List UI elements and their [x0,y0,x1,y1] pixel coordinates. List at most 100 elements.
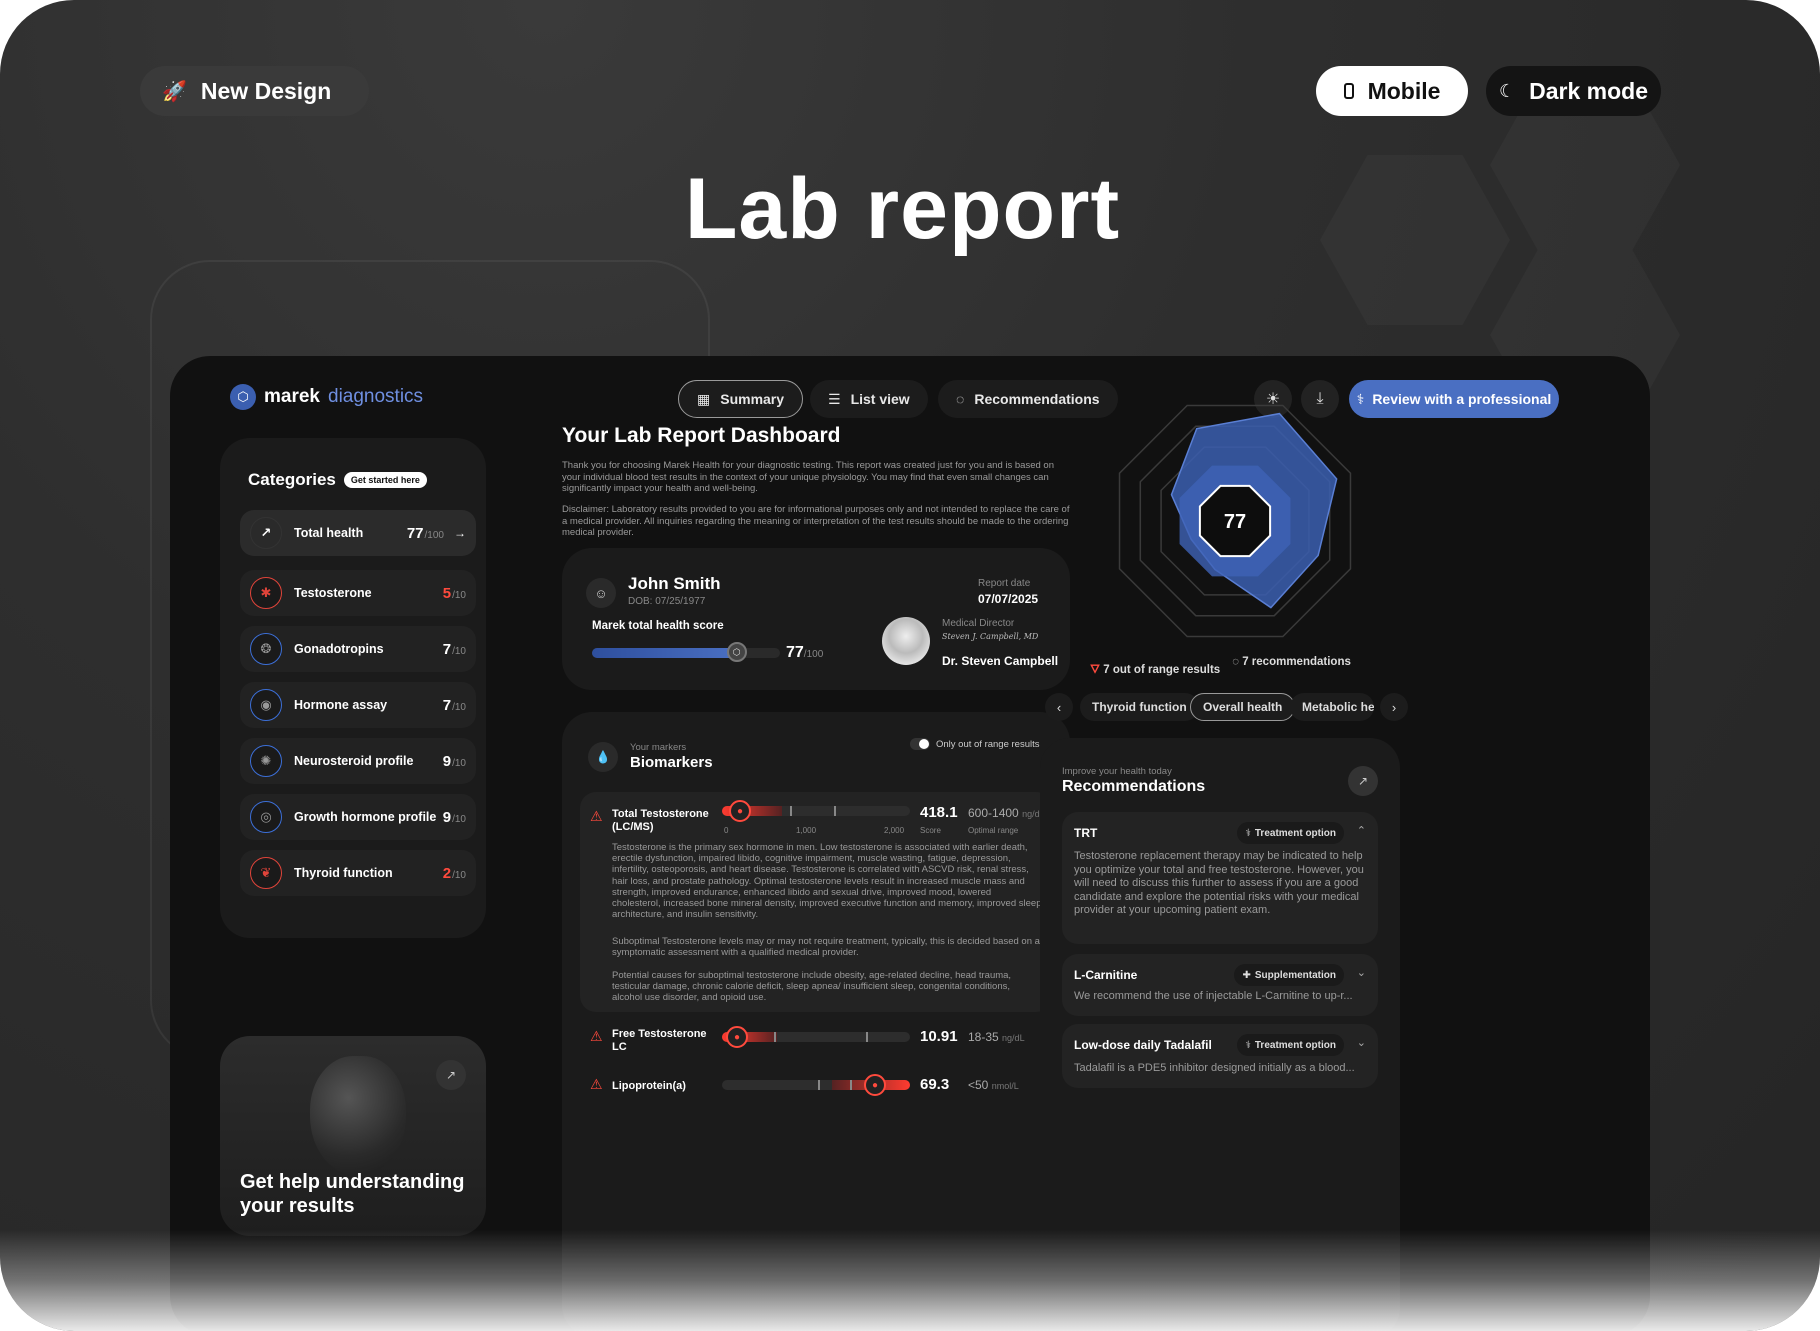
category-item-neurosteroid[interactable]: ✺ Neurosteroid profile 9/10 [240,738,476,784]
recommendations-title: Recommendations [1062,778,1206,795]
recommendation-text: Tadalafil is a PDE5 inhibitor designed i… [1074,1062,1355,1074]
tab-list-view[interactable]: ☰ List view [810,380,928,418]
dashboard-title: Your Lab Report Dashboard [562,424,841,447]
new-design-badge[interactable]: 🚀 New Design [140,66,370,116]
phone-icon [1343,83,1354,99]
marker-value: 418.1 [920,804,958,821]
category-score: 9/10 [442,752,466,770]
rocket-icon: 🚀 [162,80,187,103]
logo[interactable]: ⬡ marek diagnostics [230,384,423,410]
chips-prev-button[interactable]: ‹ [1045,693,1073,721]
stethoscope-icon: ⚕ [1245,827,1251,839]
category-name: Gonadotropins [294,642,384,656]
help-card[interactable]: ↗ Get help understanding your results [220,1036,486,1236]
chevron-up-icon[interactable]: ⌃ [1356,825,1366,837]
chips-next-button[interactable]: › [1380,693,1408,721]
drop-icon: 💧 [588,742,618,772]
arrow-up-right-icon[interactable]: ↗ [436,1060,466,1090]
marker-value: 10.91 [920,1028,958,1045]
review-button[interactable]: ⚕ Review with a professional [1349,380,1559,418]
category-score: 7/10 [442,696,466,714]
chevron-down-icon[interactable]: ⌄ [1356,1037,1366,1049]
marker-description: Testosterone is the primary sex hormone … [612,842,1042,921]
recommendation-l-carnitine[interactable]: L-Carnitine ✚ Supplementation ⌄ We recomm… [1062,954,1378,1016]
category-score: 77/100 [406,524,444,542]
director-signature: Steven J. Campbell, MD [942,632,1039,641]
marker-range-fill [722,806,782,816]
range-tick [818,1080,820,1090]
drop-icon: 🜄 [1090,664,1104,676]
moon-icon: ☾ [1498,80,1516,101]
category-item-growth-hormone[interactable]: ◎ Growth hormone profile 9/10 [240,794,476,840]
warning-icon: ⚠ [590,1076,603,1092]
chevron-down-icon[interactable]: ⌄ [1356,967,1366,979]
recommendation-trt[interactable]: TRT ⚕ Treatment option ⌃ Testosterone rep… [1062,812,1378,944]
category-item-total-health[interactable]: ↗ Total health 77/100 → [240,510,476,556]
biomarkers-eyebrow: Your markers [630,742,687,753]
marker-range-bar [722,806,910,816]
health-score-knob: ⬡ [726,642,747,662]
biomarker-free-testosterone[interactable]: ⚠ Free Testosterone LC ● 10.91 18-35 ng/… [580,1022,1052,1062]
intro-paragraph: Thank you for choosing Marek Health for … [562,460,1054,494]
recommendation-tag: ⚕ Treatment option [1237,822,1344,844]
radar-ring [1118,404,1352,638]
tab-recommendations[interactable]: ◌ Recommendations [938,380,1118,418]
range-tick [866,1032,868,1042]
category-item-thyroid[interactable]: ❦ Thyroid function 2/10 [240,850,476,896]
director-name: Dr. Steven Campbell [942,654,1059,668]
grid-icon: ▦ [697,390,711,407]
marker-value-label: Score [920,826,941,835]
biomarker-total-testosterone[interactable]: ⚠ Total Testosterone (LC/MS) ● 0 1,000 2… [580,792,1052,1012]
out-of-range-toggle[interactable]: Only out of range results [910,738,1040,750]
recommendation-tag: ✚ Supplementation [1234,964,1344,986]
bottom-fade [0,1230,1820,1331]
score-label: Marek total health score [592,620,724,632]
arrow-up-right-icon[interactable]: ↗ [1348,766,1378,796]
biomarker-lipoprotein-a[interactable]: ⚠ Lipoprotein(a) ● 69.3 <50 nmol/L [580,1070,1052,1110]
marker-range: 600-1400 ng/dl [968,806,1042,820]
recommendations-eyebrow: Improve your health today [1062,766,1172,777]
director-label: Medical Director [942,618,1015,629]
app-window: ⬡ marek diagnostics ▦ Summary ☰ List vie… [170,356,1650,1331]
category-score: 5/10 [442,584,466,602]
report-date: 07/07/2025 [978,592,1039,606]
neuron-icon: ✺ [250,745,282,777]
tab-summary[interactable]: ▦ Summary [678,380,804,418]
biomarkers-title: Biomarkers [630,754,713,771]
molecule-icon: ✱ [250,577,282,609]
out-of-range-summary[interactable]: 🜄 7 out of range results [1090,664,1221,676]
recommendations-summary[interactable]: ◌ 7 recommendations [1232,656,1351,668]
page-title: Lab report [684,161,1121,257]
recommendation-tadalafil[interactable]: Low-dose daily Tadalafil ⚕ Treatment opti… [1062,1024,1378,1088]
dark-mode-button[interactable]: ☾ Dark mode [1486,66,1661,116]
chip-metabolic-health[interactable]: Metabolic heal [1290,693,1374,721]
mobile-button[interactable]: Mobile [1316,66,1468,116]
mobile-label: Mobile [1367,77,1441,104]
range-tick [774,1032,776,1042]
brain-icon: ◉ [250,689,282,721]
pills-icon: ✚ [1242,969,1251,981]
biomarkers-panel: 💧 Your markers Biomarkers Only out of ra… [562,712,1070,1331]
category-item-hormone-assay[interactable]: ◉ Hormone assay 7/10 [240,682,476,728]
category-score: 7/10 [442,640,466,658]
radar-legend: 🜄 7 out of range results ◌ 7 recommendat… [1090,656,1351,680]
get-started-badge[interactable]: Get started here [343,472,427,488]
category-item-gonadotropins[interactable]: ❂ Gonadotropins 7/10 [240,626,476,672]
recommendation-text: We recommend the use of injectable L-Car… [1074,990,1353,1002]
range-tick [850,1080,852,1090]
radar-center-badge [1198,484,1272,558]
report-date-label: Report date [978,578,1031,589]
gland-icon: ◎ [250,801,282,833]
toggle-switch[interactable] [910,738,930,750]
brightness-button[interactable]: ☀ [1254,380,1292,418]
chip-overall-health[interactable]: Overall health [1190,693,1296,721]
marker-drop-knob: ● [729,800,751,822]
download-button[interactable]: ⤓ [1301,380,1339,418]
marker-name: Lipoprotein(a) [612,1080,686,1092]
health-score-bar [592,648,780,658]
category-item-testosterone[interactable]: ✱ Testosterone 5/10 [240,570,476,616]
category-name: Growth hormone profile [294,810,437,824]
toggle-label: Only out of range results [936,738,1040,750]
scale-label: 0 [724,826,729,835]
chip-thyroid-function[interactable]: Thyroid function [1080,693,1199,721]
